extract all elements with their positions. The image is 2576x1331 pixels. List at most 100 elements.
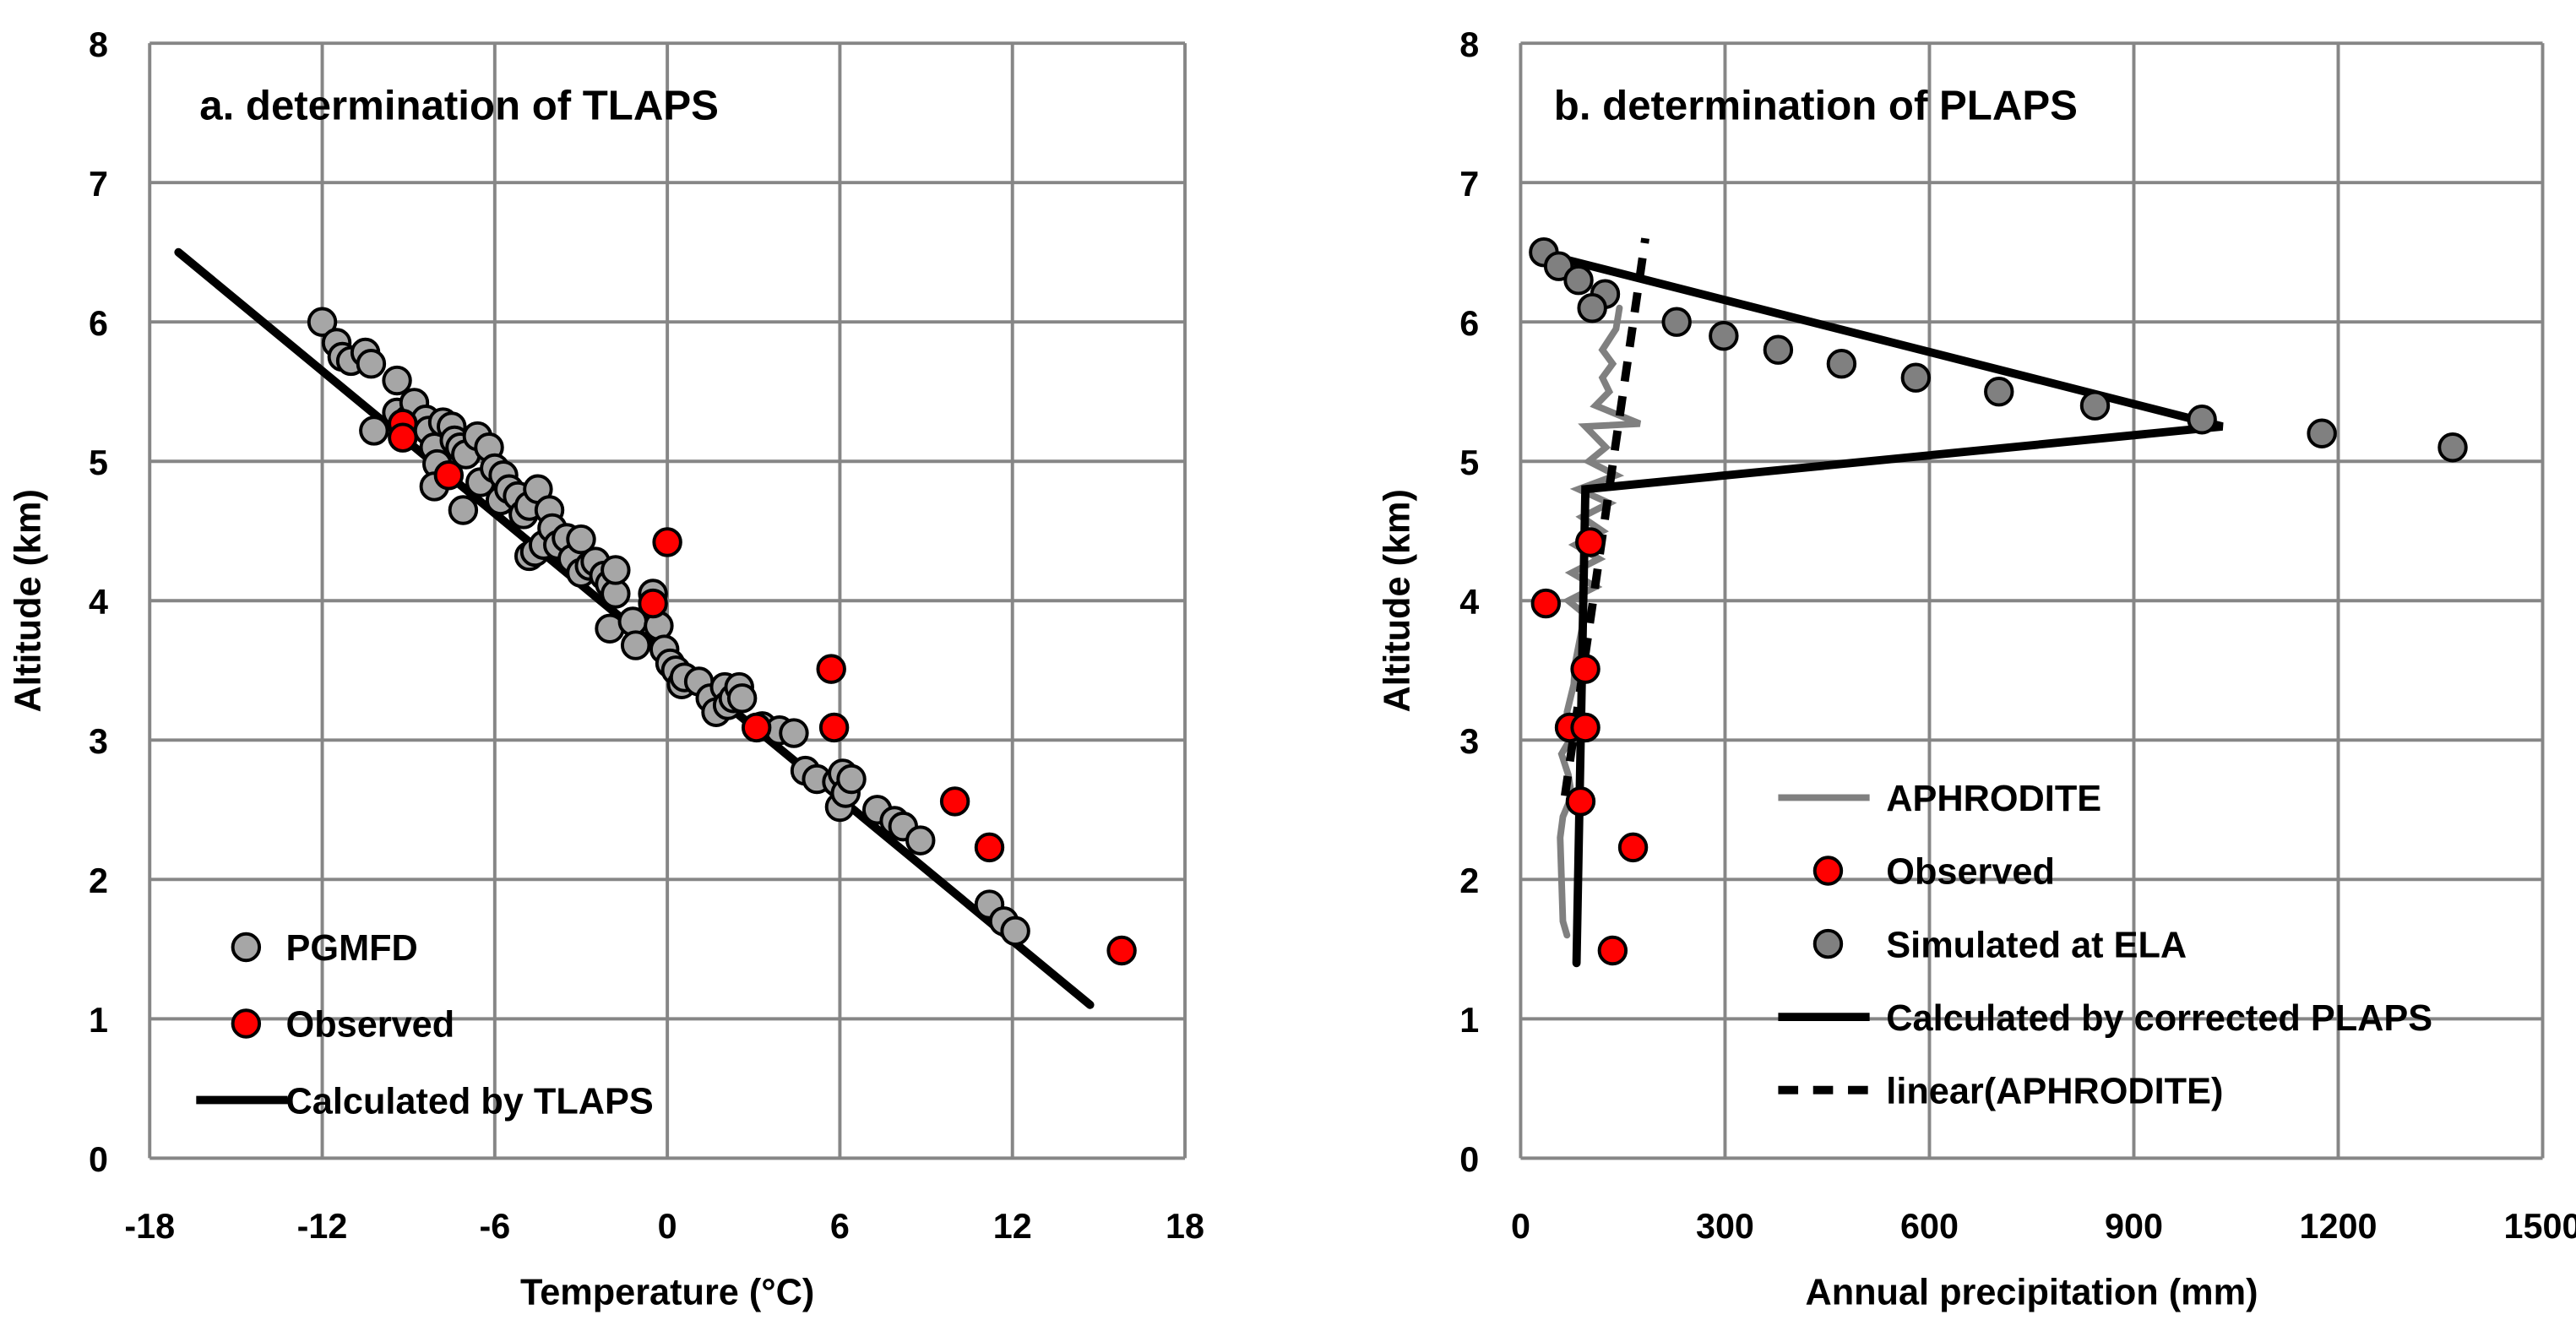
observed-point (652, 527, 682, 557)
y-tick-label: 3 (1459, 722, 1479, 761)
pgmfd-point (620, 630, 651, 660)
x-tick-label: 300 (1696, 1207, 1754, 1246)
pgmfd-point (836, 763, 867, 795)
x-tick-label: 6 (830, 1207, 850, 1246)
observed-point (974, 832, 1005, 863)
y-tick-label: 2 (89, 861, 108, 900)
x-tick-label: -6 (479, 1207, 510, 1246)
y-axis-label: Altitude (km) (1378, 489, 1418, 712)
observed-point (1530, 588, 1562, 619)
legend-item-aphrodite: APHRODITE (1778, 779, 2101, 819)
linear-aphrodite-line (1561, 237, 1649, 797)
pgmfd-point (356, 349, 387, 379)
observed-point (939, 786, 970, 817)
legend-marker (1812, 928, 1844, 959)
legend-item-simulated-at-ela: Simulated at ELA (1812, 925, 2187, 965)
legend-label: Simulated at ELA (1886, 925, 2187, 965)
pgmfd-point (601, 555, 631, 585)
y-tick-label: 7 (1459, 165, 1479, 204)
y-tick-label: 5 (89, 443, 108, 482)
y-tick-label: 8 (89, 25, 108, 64)
observed-point (818, 712, 850, 743)
simulated-at-ela-point (1709, 321, 1739, 351)
x-tick-label: 18 (1166, 1207, 1204, 1246)
observed-point (433, 460, 465, 491)
simulated-at-ela-point (1900, 362, 1932, 393)
x-axis-label: Annual precipitation (mm) (1805, 1273, 2258, 1313)
simulated-at-ela-point (1661, 307, 1692, 337)
legend-label: linear(APHRODITE) (1886, 1071, 2223, 1111)
pgmfd-point (905, 825, 936, 856)
legend-label: APHRODITE (1886, 779, 2101, 819)
pgmfd-point (382, 365, 412, 396)
calculated-by-corrected-plaps-line (1543, 251, 2224, 968)
legend-marker (231, 932, 262, 963)
legend-item-calculated-by-corrected-plaps: Calculated by corrected PLAPS (1778, 998, 2432, 1039)
y-tick-label: 8 (1459, 25, 1479, 64)
y-tick-label: 4 (89, 583, 108, 622)
x-tick-label: -12 (297, 1207, 348, 1246)
legend-label: PGMFD (286, 928, 418, 969)
observed-point (816, 654, 846, 684)
x-tick-label: -18 (124, 1207, 175, 1246)
legend-marker (231, 1008, 262, 1039)
legend-label: Calculated by TLAPS (286, 1081, 654, 1122)
simulated-at-ela-point (1577, 293, 1607, 323)
simulated-at-ela-point (2437, 432, 2468, 463)
y-tick-label: 5 (1459, 443, 1479, 482)
simulated-at-ela-point (1984, 377, 2014, 407)
y-tick-label: 0 (1459, 1140, 1479, 1179)
simulated-at-ela-point (1763, 334, 1794, 365)
pgmfd-point (359, 416, 389, 446)
legend-label: Observed (1886, 852, 2055, 893)
legend-item-linear-aphrodite: linear(APHRODITE) (1778, 1071, 2223, 1111)
pgmfd-point (779, 718, 809, 748)
simulated-at-ela-point (1563, 264, 1594, 296)
observed-point (1575, 527, 1606, 557)
simulated-at-ela-point (2307, 418, 2337, 448)
chart-title: a. determination of TLAPS (199, 83, 719, 129)
x-tick-label: 0 (658, 1207, 677, 1246)
y-tick-label: 6 (89, 304, 108, 343)
observed-point (1106, 935, 1137, 966)
y-tick-label: 7 (89, 165, 108, 204)
legend-item-observed: Observed (231, 1005, 454, 1046)
x-tick-label: 1200 (2300, 1207, 2378, 1246)
legend-marker (1812, 856, 1844, 886)
x-tick-label: 600 (1900, 1207, 1959, 1246)
y-tick-label: 1 (1459, 1001, 1479, 1040)
x-tick-label: 12 (993, 1207, 1032, 1246)
y-tick-label: 6 (1459, 304, 1479, 343)
y-tick-label: 0 (89, 1140, 108, 1179)
panel-b-plaps: 0 300 600 900 1200 1500 0 1 2 3 4 5 6 7 8 b. determinat… (1378, 25, 2576, 1313)
legend-item-observed: Observed (1812, 852, 2055, 893)
pgmfd-point (566, 524, 596, 555)
y-tick-label: 1 (89, 1001, 108, 1040)
observed-point (638, 588, 668, 619)
legend-label: Calculated by corrected PLAPS (1886, 998, 2432, 1039)
y-tick-label: 4 (1459, 583, 1479, 622)
simulated-at-ela-point (2187, 405, 2217, 435)
observed-point (741, 712, 772, 743)
observed-point (1570, 712, 1600, 743)
observed-point (388, 422, 418, 453)
simulated-at-ela-point (1543, 251, 1574, 281)
x-tick-label: 900 (2105, 1207, 2163, 1246)
simulated-at-ela-point (2079, 390, 2111, 421)
x-tick-label: 1500 (2504, 1207, 2576, 1246)
pgmfd-point (1000, 915, 1030, 947)
observed-point (1570, 654, 1600, 684)
y-tick-label: 2 (1459, 861, 1479, 900)
observed-point (1617, 832, 1649, 863)
y-tick-label: 3 (89, 722, 108, 761)
simulated-at-ela-point (1826, 349, 1857, 379)
x-tick-label: 0 (1511, 1207, 1530, 1246)
legend-item-pgmfd: PGMFD (231, 928, 418, 969)
pgmfd-point (726, 683, 758, 714)
pgmfd-point (307, 307, 338, 337)
chart-title: b. determination of PLAPS (1554, 83, 2078, 129)
pgmfd-point (448, 495, 479, 525)
observed-point (1565, 786, 1596, 817)
